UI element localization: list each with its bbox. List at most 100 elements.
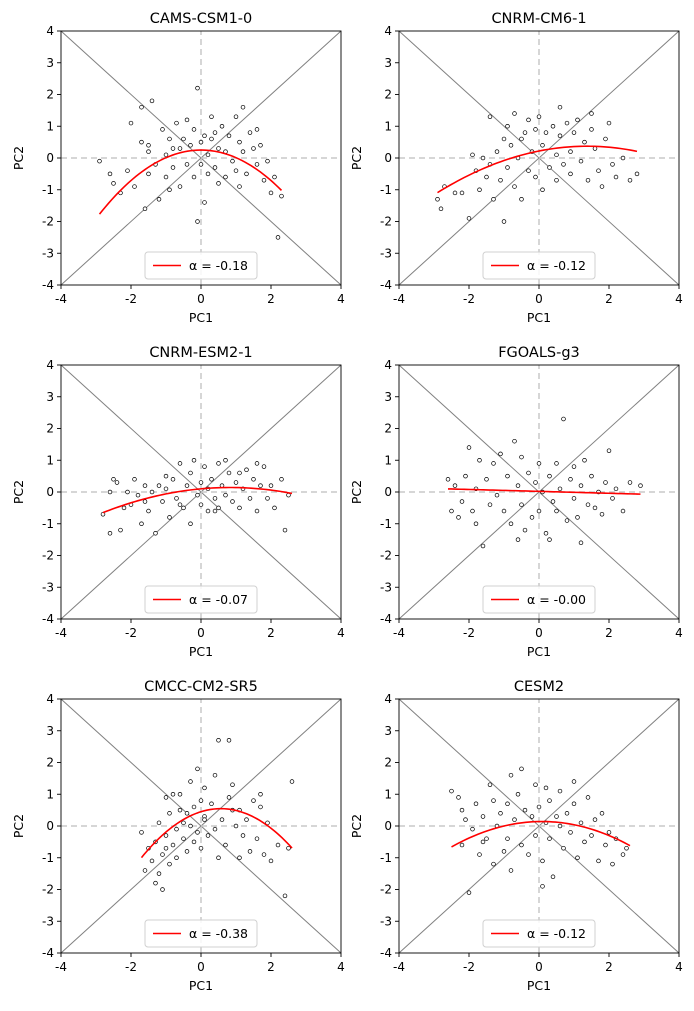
y-tick-label: 3: [384, 724, 392, 738]
data-point: [202, 464, 207, 469]
data-point: [254, 508, 260, 514]
data-point: [160, 852, 165, 857]
data-point: [198, 502, 204, 507]
y-tick-label: 4: [384, 692, 392, 706]
data-point: [219, 123, 225, 129]
data-point: [149, 858, 155, 864]
x-tick-label: 2: [605, 626, 613, 640]
data-point: [177, 791, 183, 797]
data-point: [578, 820, 584, 826]
data-point: [181, 505, 186, 511]
data-point: [512, 184, 517, 189]
data-point: [459, 499, 465, 504]
data-point: [438, 206, 444, 212]
data-point: [512, 817, 517, 822]
fit-curve: [98, 149, 283, 215]
y-tick-label: 1: [384, 119, 392, 133]
data-point: [571, 801, 577, 807]
data-point: [452, 483, 458, 488]
data-point: [543, 531, 549, 536]
data-point: [571, 130, 577, 135]
data-point: [473, 521, 479, 526]
data-point: [265, 158, 270, 164]
data-point: [480, 155, 486, 161]
chart-panel: CNRM-CM6-1 -4 -3 -2 -1 0 1 2 3 4 -4 -2 0 2 4 PC1 PC2 α = …: [349, 11, 683, 325]
data-point: [160, 127, 165, 132]
data-point: [191, 127, 197, 132]
data-point: [240, 104, 246, 110]
y-tick-label: 4: [384, 24, 392, 38]
data-point: [561, 416, 566, 422]
data-point: [149, 98, 155, 104]
data-point: [163, 174, 169, 180]
x-tick-label: 4: [337, 960, 345, 974]
data-point: [139, 139, 144, 145]
data-point: [230, 782, 235, 787]
data-point: [195, 830, 200, 835]
data-point: [167, 515, 172, 520]
x-tick-label: 0: [535, 292, 543, 306]
data-point: [167, 811, 172, 816]
data-point: [261, 177, 267, 183]
data-point: [554, 461, 559, 466]
y-axis-label: PC2: [11, 480, 26, 504]
data-point: [533, 833, 538, 838]
data-point: [501, 136, 507, 142]
y-axis-label: PC2: [11, 814, 26, 838]
data-point: [505, 123, 510, 129]
data-point: [216, 738, 221, 743]
data-point: [613, 174, 619, 180]
data-point: [564, 811, 570, 816]
data-point: [279, 193, 284, 199]
legend-label: α = -0.12: [527, 926, 586, 941]
x-tick-label: 0: [197, 960, 205, 974]
data-point: [251, 798, 256, 803]
data-point: [244, 817, 249, 822]
y-tick-label: -3: [380, 246, 392, 260]
data-point: [188, 521, 193, 526]
data-point: [146, 149, 151, 154]
data-point: [279, 477, 284, 482]
data-point: [543, 785, 549, 791]
chart-panel: CNRM-ESM2-1 -4 -3 -2 -1 0 1 2 3 4 -4 -2 0 2 4 PC1 PC2 α =…: [11, 345, 345, 659]
data-point: [226, 470, 232, 476]
x-tick-label: 4: [337, 626, 345, 640]
data-point: [163, 152, 169, 158]
data-point: [212, 130, 218, 135]
data-point: [501, 508, 507, 514]
y-tick-label: -2: [42, 215, 54, 229]
data-point: [181, 820, 186, 826]
data-point: [519, 502, 524, 507]
legend: α = -0.12: [482, 919, 596, 948]
data-point: [526, 168, 531, 173]
data-point: [258, 143, 263, 148]
data-point: [160, 499, 165, 504]
chart-title: CESM2: [514, 679, 564, 695]
data-point: [512, 111, 517, 116]
data-point: [620, 508, 626, 514]
y-tick-label: 1: [46, 453, 54, 467]
data-point: [508, 143, 514, 148]
data-point: [198, 480, 204, 485]
chart-title: CNRM-CM6-1: [491, 11, 586, 27]
y-tick-label: -3: [380, 580, 392, 594]
data-point: [163, 473, 169, 479]
data-point: [638, 483, 643, 488]
data-point: [233, 114, 239, 119]
data-point: [435, 197, 440, 202]
y-tick-label: 2: [46, 422, 54, 436]
data-point: [480, 814, 486, 819]
data-point: [550, 123, 556, 129]
data-point: [487, 114, 493, 119]
data-point: [508, 772, 514, 778]
x-tick-label: 4: [675, 626, 683, 640]
data-point: [258, 483, 263, 488]
data-point: [592, 817, 598, 822]
data-point: [237, 505, 242, 511]
data-point: [198, 139, 204, 145]
data-point: [128, 120, 134, 126]
data-point: [254, 461, 260, 466]
y-tick-label: -4: [42, 278, 54, 292]
data-point: [445, 477, 451, 482]
data-point: [272, 505, 277, 511]
